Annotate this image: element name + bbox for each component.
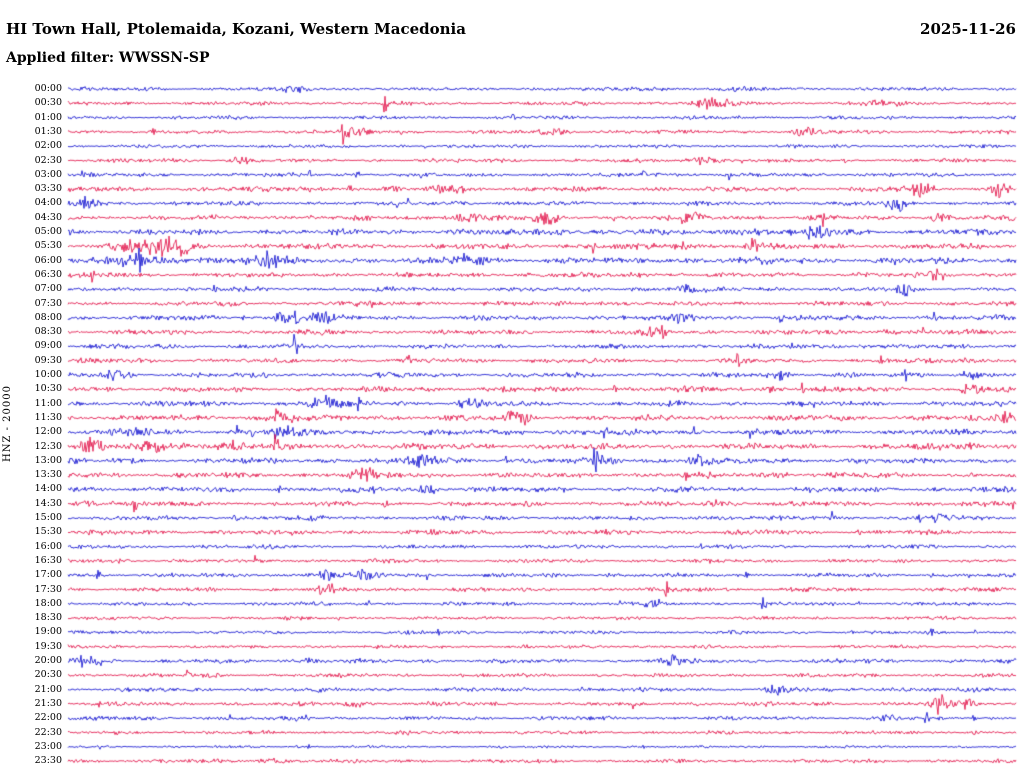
helicorder-page: HI Town Hall, Ptolemaida, Kozani, Wester… (0, 0, 1024, 780)
seismogram-canvas (0, 0, 1024, 780)
